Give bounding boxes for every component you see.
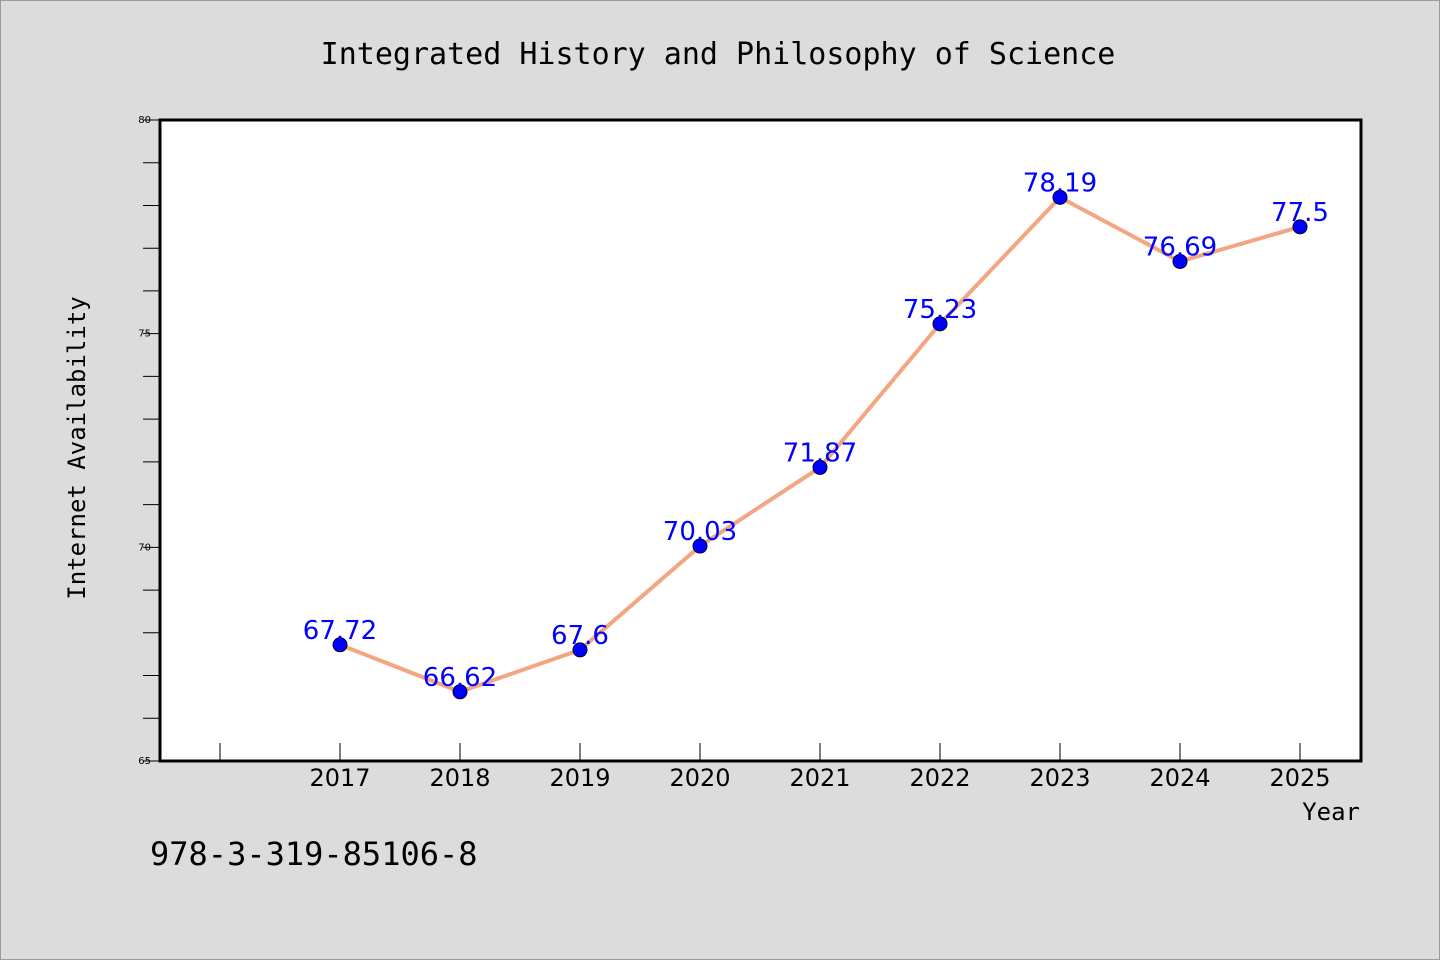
y-tick-label: 80 [138,115,151,126]
x-tick-labels: 2017 2018 2019 2020 2021 2022 2023 2024 2025 [309,764,1330,792]
data-label: 71.87 [783,438,857,468]
data-label: 78.19 [1023,168,1097,198]
x-tick-label: 2021 [789,764,850,792]
data-point [692,538,708,554]
x-axis-ticks [219,743,1301,761]
x-tick-label: 2019 [549,764,610,792]
x-tick-label: 2023 [1029,764,1090,792]
data-point [1172,253,1188,269]
y-tick-label: 75 [138,329,151,340]
chart-title: Integrated History and Philosophy of Sci… [321,37,1116,72]
data-markers [332,189,1308,700]
x-tick-label: 2025 [1269,764,1330,792]
plot-border [158,118,1363,763]
data-point [1292,219,1308,235]
x-axis-label: Year [1302,798,1360,826]
data-label: 76.69 [1143,232,1217,262]
data-label: 67.72 [303,616,377,646]
data-label: 66.62 [423,663,497,693]
x-tick-label: 2022 [909,764,970,792]
data-label: 70.03 [663,517,737,547]
x-tick-label: 2024 [1149,764,1210,792]
y-axis-label: Internet Availability [63,296,91,599]
y-axis-ticks [143,119,160,762]
x-tick-label: 2018 [429,764,490,792]
plot-area [160,120,1361,761]
x-tick-label: 2017 [309,764,370,792]
data-point [572,642,588,658]
data-point [1052,189,1068,205]
data-point [932,316,948,332]
data-point [812,459,828,475]
data-label: 77.5 [1271,198,1329,228]
isbn-text: 978-3-319-85106-8 [150,835,478,873]
y-tick-labels: 65 70 75 80 [138,115,151,767]
y-tick-label: 70 [138,542,151,553]
x-tick-label: 2020 [669,764,730,792]
y-tick-label: 65 [138,756,151,767]
data-label: 75.23 [903,295,977,325]
data-point [452,684,468,700]
data-point [332,637,348,653]
data-labels: 67.72 66.62 67.6 70.03 71.87 75.23 78.19 76.69 7… [303,168,1329,692]
data-label: 67.6 [551,621,609,651]
